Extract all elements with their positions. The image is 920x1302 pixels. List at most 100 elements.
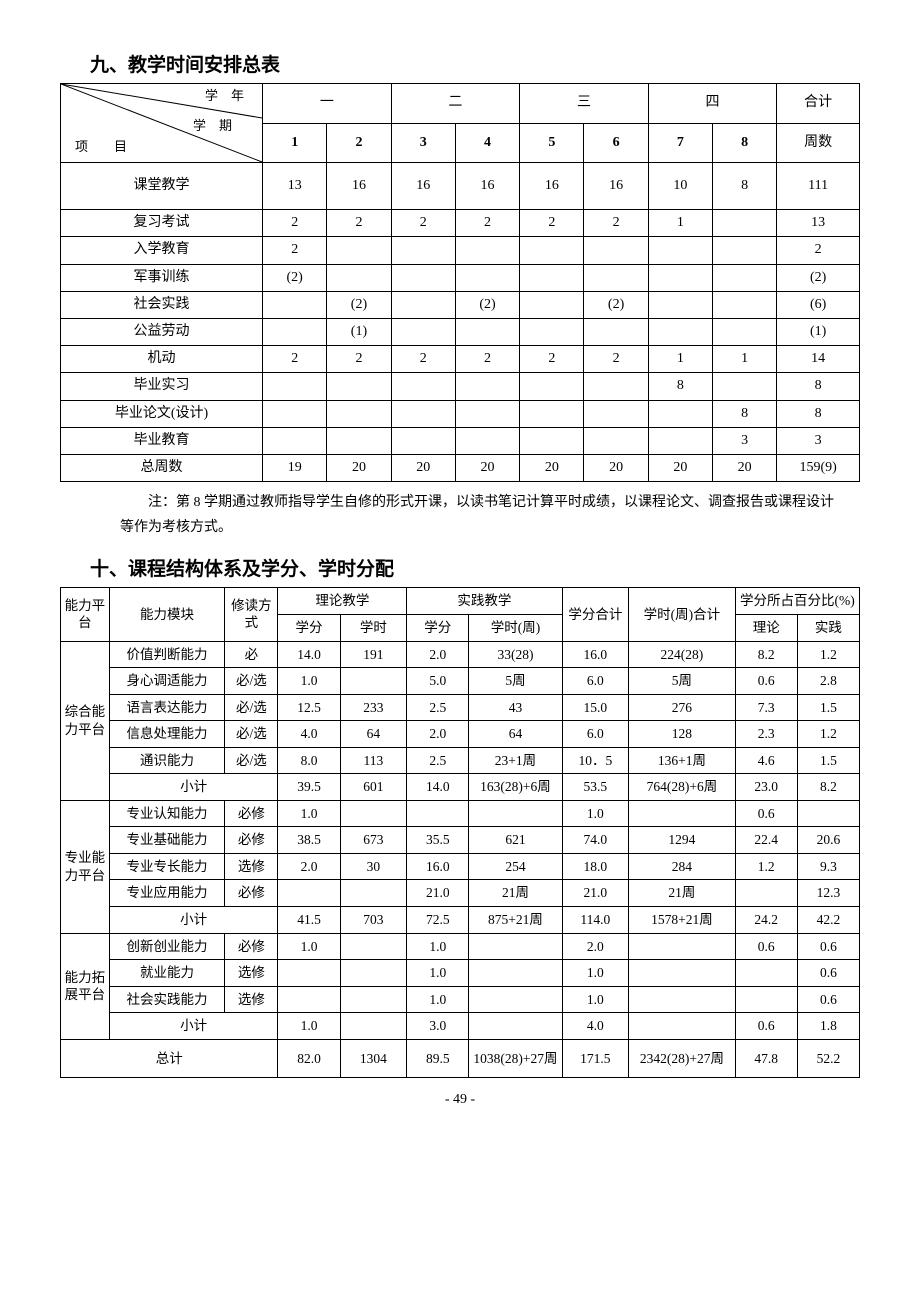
- h-practice: 实践教学: [407, 588, 562, 615]
- cell: 2: [263, 237, 327, 264]
- row-total: (2): [777, 264, 860, 291]
- row-label: 复习考试: [61, 210, 263, 237]
- cell: 1.0: [407, 960, 469, 987]
- cell: [584, 264, 648, 291]
- cell: [391, 291, 455, 318]
- cell: 0.6: [735, 933, 797, 960]
- h-theory: 理论教学: [278, 588, 407, 615]
- cell: 1: [648, 346, 712, 373]
- cell: 5.0: [407, 668, 469, 695]
- cell: 1.2: [735, 853, 797, 880]
- cell: 764(28)+6周: [629, 774, 736, 801]
- cell: 4.0: [562, 1013, 629, 1040]
- cell: 41.5: [278, 907, 340, 934]
- cell: 15.0: [562, 694, 629, 721]
- cell: 必修: [225, 933, 278, 960]
- table-row: 课堂教学131616161616108111: [61, 163, 860, 210]
- term-6: 6: [584, 123, 648, 163]
- cell: 8.2: [797, 774, 859, 801]
- table-row: 社会实践能力选修1.01.00.6: [61, 986, 860, 1013]
- cell: 89.5: [407, 1039, 469, 1078]
- row-total: (6): [777, 291, 860, 318]
- h-mode: 修读方式: [225, 588, 278, 641]
- year-3: 三: [520, 84, 649, 124]
- section9-note: 注：第 8 学期通过教师指导学生自修的形式开课，以读书笔记计算平时成绩，以课程论…: [120, 490, 840, 540]
- cell: [648, 264, 712, 291]
- table-row: 专业能力平台专业认知能力必修1.01.00.6: [61, 800, 860, 827]
- table-row: 能力拓展平台创新创业能力必修1.01.02.00.60.6: [61, 933, 860, 960]
- cell: 1.0: [407, 986, 469, 1013]
- cell: 136+1周: [629, 747, 736, 774]
- cell: 4.0: [278, 721, 340, 748]
- cell: [327, 264, 391, 291]
- cell: 2.5: [407, 747, 469, 774]
- cell: 必/选: [225, 668, 278, 695]
- table-row: 复习考试222222113: [61, 210, 860, 237]
- cell: 14.0: [278, 641, 340, 668]
- table-row: 毕业论文(设计)88: [61, 400, 860, 427]
- cell: 1038(28)+27周: [469, 1039, 562, 1078]
- cell: [278, 880, 340, 907]
- grand-total-row: 总计82.0130489.51038(28)+27周171.52342(28)+…: [61, 1039, 860, 1078]
- cell: 6.0: [562, 668, 629, 695]
- year-4: 四: [648, 84, 777, 124]
- cell: 4.6: [735, 747, 797, 774]
- cell: 总计: [61, 1039, 278, 1078]
- cell: [278, 986, 340, 1013]
- term-2: 2: [327, 123, 391, 163]
- cell: 必修: [225, 880, 278, 907]
- cell: 2.0: [562, 933, 629, 960]
- cell: 20: [648, 454, 712, 481]
- cell: 0.6: [735, 800, 797, 827]
- cell: [340, 960, 407, 987]
- cell: 2: [327, 346, 391, 373]
- cell: 14.0: [407, 774, 469, 801]
- cell: 8: [713, 163, 777, 210]
- cell: [629, 800, 736, 827]
- cell: 114.0: [562, 907, 629, 934]
- cell: 8: [648, 373, 712, 400]
- row-total: 8: [777, 373, 860, 400]
- cell: [713, 210, 777, 237]
- cell: 621: [469, 827, 562, 854]
- row-total: 14: [777, 346, 860, 373]
- cell: 就业能力: [109, 960, 224, 987]
- table-header-row: 学 年 学 期 项 目 一 二 三 四 合计: [61, 84, 860, 124]
- cell: 7.3: [735, 694, 797, 721]
- cell: 128: [629, 721, 736, 748]
- cell: (2): [455, 291, 519, 318]
- cell: 2.0: [407, 721, 469, 748]
- weeks-header: 周数: [777, 123, 860, 163]
- year-2: 二: [391, 84, 520, 124]
- diag-year: 学 年: [205, 88, 244, 105]
- table-row: 专业专长能力选修2.03016.025418.02841.29.3: [61, 853, 860, 880]
- cell: 64: [340, 721, 407, 748]
- cell: 选修: [225, 960, 278, 987]
- cell: 1.0: [562, 986, 629, 1013]
- cell: 12.5: [278, 694, 340, 721]
- cell: 2: [455, 346, 519, 373]
- cell: 1.2: [797, 641, 859, 668]
- cell: 2: [391, 210, 455, 237]
- table-row: 信息处理能力必/选4.0642.0646.01282.31.2: [61, 721, 860, 748]
- cell: 12.3: [797, 880, 859, 907]
- cell: [455, 427, 519, 454]
- cell: [713, 237, 777, 264]
- cell: 2342(28)+27周: [629, 1039, 736, 1078]
- cell: 2.8: [797, 668, 859, 695]
- cell: [455, 400, 519, 427]
- cell: 社会实践能力: [109, 986, 224, 1013]
- cell: 171.5: [562, 1039, 629, 1078]
- cell: [340, 800, 407, 827]
- cell: [584, 427, 648, 454]
- cell: 创新创业能力: [109, 933, 224, 960]
- table-row: 毕业教育33: [61, 427, 860, 454]
- cell: 小计: [109, 1013, 278, 1040]
- cell: 284: [629, 853, 736, 880]
- cell: 通识能力: [109, 747, 224, 774]
- cell: 2: [520, 346, 584, 373]
- cell: [735, 960, 797, 987]
- cell: [735, 880, 797, 907]
- h-credit: 学分: [278, 614, 340, 641]
- cell: 43: [469, 694, 562, 721]
